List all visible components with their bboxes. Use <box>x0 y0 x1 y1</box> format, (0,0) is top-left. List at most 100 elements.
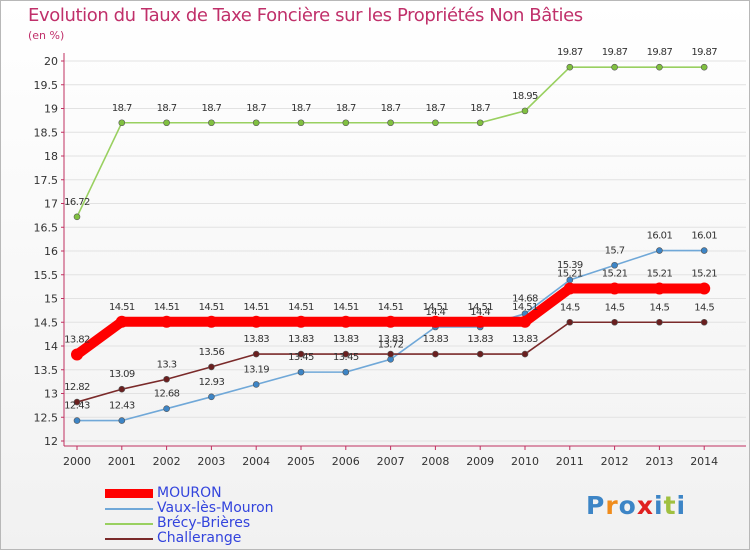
data-label: 14.51 <box>512 302 538 313</box>
data-point <box>71 348 83 361</box>
data-label: 13.19 <box>243 364 269 375</box>
data-label: 12.93 <box>199 377 225 388</box>
legend-label: Vaux-lès-Mouron <box>157 500 274 516</box>
data-label: 13.83 <box>423 334 449 345</box>
data-point <box>656 318 663 326</box>
data-label: 16.01 <box>691 231 717 242</box>
data-label: 18.7 <box>381 103 401 114</box>
data-point <box>73 213 81 221</box>
y-tick-label: 16 <box>44 245 58 258</box>
data-point <box>700 318 708 326</box>
data-point <box>566 63 574 71</box>
data-label: 14.51 <box>243 302 269 313</box>
data-label: 13.45 <box>288 352 314 363</box>
data-label: 18.7 <box>425 103 445 114</box>
data-point <box>163 405 170 413</box>
data-point <box>297 368 305 376</box>
y-tick-label: 19.5 <box>34 79 59 92</box>
data-point <box>115 315 128 328</box>
data-point <box>160 315 173 328</box>
data-point <box>387 119 394 127</box>
legend: MOURON Vaux-lès-Mouron Brécy-Brières Challe… <box>105 486 274 546</box>
data-label: 14.51 <box>199 302 225 313</box>
data-label: 13.83 <box>333 334 359 345</box>
legend-item: MOURON <box>105 486 274 501</box>
data-label: 13.83 <box>512 334 538 345</box>
data-label: 15.7 <box>605 245 625 256</box>
x-tick-label: 2005 <box>287 455 315 468</box>
data-label: 13.83 <box>243 334 269 345</box>
data-label: 15.21 <box>557 269 583 280</box>
data-label: 19.87 <box>602 47 628 58</box>
data-point <box>608 282 621 295</box>
data-label: 13.45 <box>333 352 359 363</box>
data-point <box>566 318 574 326</box>
logo-letter: i <box>676 491 687 520</box>
data-label: 18.7 <box>201 103 221 114</box>
data-label: 13.83 <box>288 334 314 345</box>
data-label: 19.87 <box>647 47 673 58</box>
data-label: 13.3 <box>157 359 177 370</box>
data-label: 14.68 <box>512 294 538 305</box>
data-point <box>700 247 708 254</box>
data-label: 15.21 <box>602 269 628 280</box>
data-point <box>297 350 305 358</box>
x-tick-label: 2014 <box>690 455 718 468</box>
data-point <box>521 107 529 115</box>
data-point <box>387 350 394 358</box>
y-tick-label: 19 <box>44 103 58 116</box>
legend-item: Vaux-lès-Mouron <box>105 501 274 516</box>
y-tick-label: 12 <box>44 435 58 448</box>
x-tick-label: 2012 <box>601 455 629 468</box>
data-label: 12.43 <box>109 401 135 412</box>
data-label: 15.21 <box>647 269 673 280</box>
data-point <box>118 385 126 393</box>
data-label: 19.87 <box>691 47 717 58</box>
data-point <box>295 315 307 328</box>
data-label: 12.43 <box>64 401 90 412</box>
data-label: 13.83 <box>378 334 404 345</box>
y-tick-label: 13 <box>44 388 58 401</box>
logo-letter: t <box>663 491 677 520</box>
data-point <box>252 381 260 388</box>
data-label: 14.51 <box>154 302 180 313</box>
data-label: 14.51 <box>423 302 449 313</box>
data-point <box>342 368 350 376</box>
data-point <box>339 315 352 328</box>
data-point <box>519 315 531 328</box>
data-label: 18.7 <box>336 103 356 114</box>
data-point <box>611 63 618 71</box>
data-label: 14.5 <box>649 302 669 313</box>
series-line-br-cy-bri-res <box>76 66 706 218</box>
data-label: 18.95 <box>512 91 538 102</box>
data-point <box>432 350 439 358</box>
data-label: 15.21 <box>691 269 717 280</box>
data-label: 14.51 <box>467 302 493 313</box>
data-label: 13.83 <box>467 334 493 345</box>
data-label: 19.87 <box>557 47 583 58</box>
data-label: 14.51 <box>378 302 404 313</box>
y-tick-label: 14.5 <box>34 316 59 329</box>
data-label: 16.72 <box>64 197 90 208</box>
data-label: 13.72 <box>378 339 404 350</box>
data-label: 12.68 <box>154 389 180 400</box>
y-tick-label: 18 <box>44 150 58 163</box>
data-point <box>163 119 170 127</box>
x-tick-label: 2000 <box>63 455 91 468</box>
legend-swatch <box>105 507 153 510</box>
data-point <box>432 119 439 127</box>
y-tick-label: 15.5 <box>34 269 59 282</box>
data-point <box>205 315 218 328</box>
y-tick-label: 14 <box>44 340 58 353</box>
data-label: 18.7 <box>291 103 311 114</box>
data-point <box>700 63 708 71</box>
data-point <box>342 119 350 127</box>
y-axis-unit: (en %) <box>28 29 65 42</box>
data-point <box>163 375 170 383</box>
data-point <box>429 315 442 328</box>
x-tick-label: 2002 <box>153 455 181 468</box>
logo-letter: x <box>636 491 654 520</box>
legend-swatch <box>105 489 153 498</box>
